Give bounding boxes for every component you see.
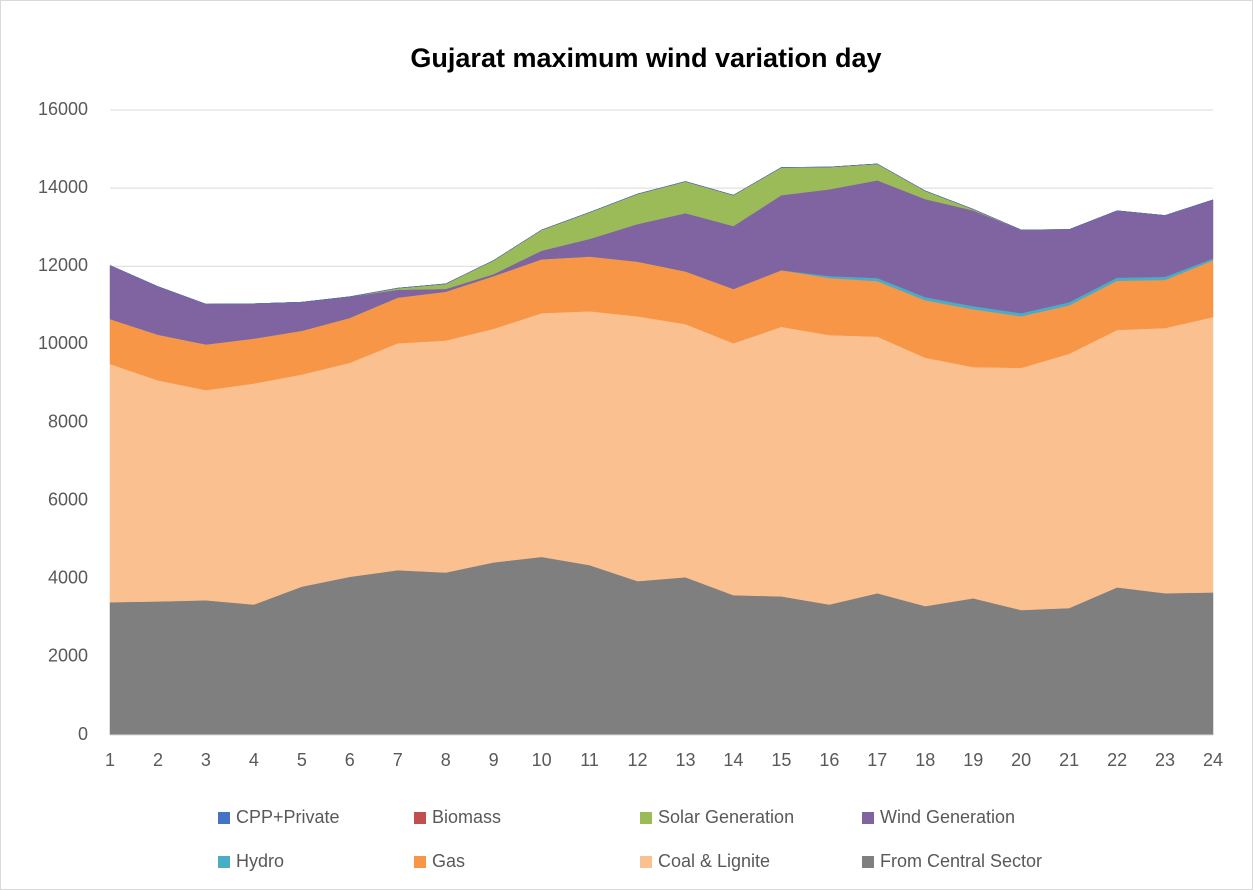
x-tick-label: 15 [771,750,791,770]
y-tick-label: 0 [78,724,88,744]
legend-swatch [640,856,652,868]
x-tick-label: 21 [1059,750,1079,770]
x-tick-label: 6 [345,750,355,770]
x-tick-label: 24 [1203,750,1223,770]
y-tick-label: 4000 [48,568,88,588]
x-tick-label: 5 [297,750,307,770]
x-tick-label: 11 [580,750,599,770]
area [109,163,1214,305]
x-tick-label: 2 [153,750,163,770]
legend-label: Gas [432,851,465,871]
x-tick-label: 4 [249,750,259,770]
x-tick-label: 20 [1011,750,1031,770]
legend-swatch [414,812,426,824]
legend-swatch [640,812,652,824]
legend-label: From Central Sector [880,851,1042,871]
legend-label: Wind Generation [880,807,1015,827]
legend-swatch [862,856,874,868]
legend-swatch [862,812,874,824]
x-tick-label: 12 [628,750,648,770]
y-tick-label: 8000 [48,411,88,431]
chart-title: Gujarat maximum wind variation day [410,43,881,73]
x-tick-label: 19 [963,750,983,770]
x-tick-label: 22 [1107,750,1127,770]
y-tick-label: 10000 [38,333,88,353]
legend-label: Solar Generation [658,807,794,827]
legend-swatch [218,856,230,868]
legend-label: CPP+Private [236,807,340,827]
y-tick-label: 2000 [48,646,88,666]
x-tick-label: 3 [201,750,211,770]
x-tick-label: 17 [867,750,887,770]
legend-swatch [218,812,230,824]
y-tick-label: 6000 [48,489,88,509]
x-tick-label: 7 [393,750,403,770]
x-tick-label: 13 [675,750,695,770]
legend-label: Coal & Lignite [658,851,770,871]
y-tick-label: 12000 [38,255,88,275]
x-tick-label: 8 [441,750,451,770]
y-tick-label: 14000 [38,177,88,197]
legend-label: Hydro [236,851,284,871]
x-tick-label: 16 [819,750,839,770]
x-tick-label: 14 [723,750,743,770]
legend-label: Biomass [432,807,501,827]
x-tick-label: 10 [532,750,552,770]
x-tick-label: 1 [105,750,115,770]
y-tick-label: 16000 [38,99,88,119]
legend-swatch [414,856,426,868]
x-tick-label: 23 [1155,750,1175,770]
x-tick-label: 18 [915,750,935,770]
x-tick-label: 9 [489,750,499,770]
